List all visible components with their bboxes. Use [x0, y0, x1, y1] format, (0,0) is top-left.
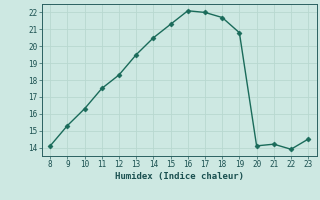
X-axis label: Humidex (Indice chaleur): Humidex (Indice chaleur) — [115, 172, 244, 181]
